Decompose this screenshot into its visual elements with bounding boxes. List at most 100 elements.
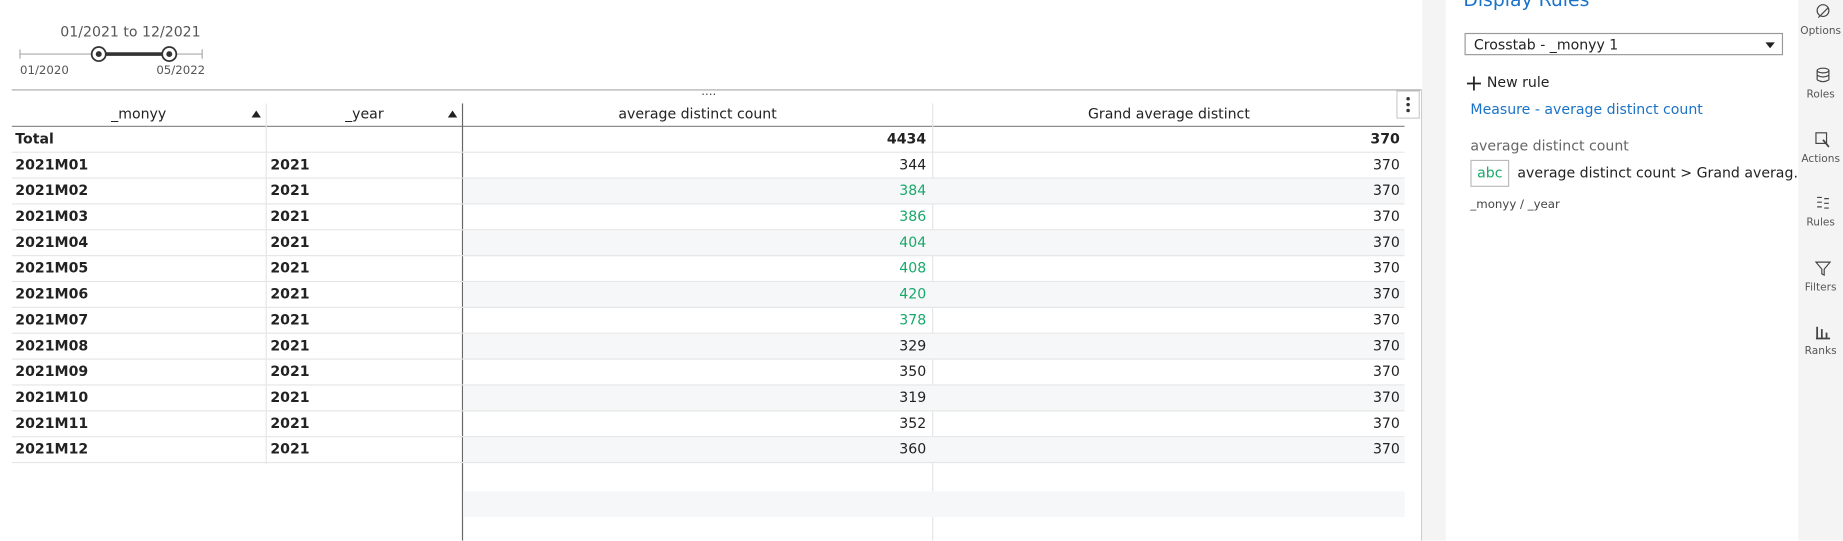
row-monyy: 2021M07 xyxy=(15,311,89,328)
table-right-border xyxy=(1421,89,1423,541)
sidebar-icon[interactable] xyxy=(1814,258,1832,276)
sidebar-icon[interactable] xyxy=(1815,66,1831,83)
row-shade xyxy=(463,282,1405,308)
row-grand: 370 xyxy=(1372,259,1400,277)
rule-scope: _monyy / _year xyxy=(1470,198,1560,212)
row-monyy: 2021M08 xyxy=(15,337,89,354)
sidebar-icon[interactable] xyxy=(1815,2,1831,19)
row-line xyxy=(11,203,1405,205)
row-grand: 370 xyxy=(1372,182,1400,199)
row-monyy: 2021M03 xyxy=(15,208,89,225)
sort-icon xyxy=(447,110,458,118)
dropdown-value: Crosstab - _monyy 1 xyxy=(1473,36,1619,53)
plus-icon xyxy=(1466,76,1481,91)
sidebar-icon[interactable] xyxy=(1815,194,1831,210)
row-line xyxy=(11,229,1405,231)
column-header[interactable]: _monyy xyxy=(111,105,167,123)
row-grand: 370 xyxy=(1372,233,1400,251)
row-monyy: 2021M04 xyxy=(15,233,89,251)
row-year: 2021 xyxy=(270,233,310,251)
column-header[interactable]: average distinct count xyxy=(618,105,777,123)
sidebar-label[interactable]: Rules xyxy=(1806,217,1835,230)
icon-glyph xyxy=(1816,68,1830,83)
frozen-divider xyxy=(461,103,464,541)
row-line xyxy=(11,306,1405,308)
sidebar-icon[interactable] xyxy=(1815,130,1831,148)
sidebar-label[interactable]: Filters xyxy=(1804,281,1837,294)
row-shade xyxy=(463,385,1405,412)
header-col-sep xyxy=(932,103,934,541)
icon-glyph xyxy=(1817,197,1829,209)
row-grand: 370 xyxy=(1372,440,1400,458)
rule-group: average distinct count xyxy=(1470,137,1629,154)
row-average: 386 xyxy=(899,208,927,225)
row-line xyxy=(11,332,1405,334)
row-shade xyxy=(463,333,1405,360)
row-year: 2021 xyxy=(270,389,310,406)
sidebar-label[interactable]: Roles xyxy=(1806,89,1835,102)
slider-max: 05/2022 xyxy=(156,64,206,78)
row-year: 2021 xyxy=(270,414,310,432)
row-monyy: 2021M09 xyxy=(15,363,89,380)
row-grand: 370 xyxy=(1372,208,1400,225)
row-average: 420 xyxy=(899,285,927,303)
table-top-border xyxy=(11,89,1422,91)
row-average: 344 xyxy=(899,156,927,173)
row-year: 2021 xyxy=(270,182,310,199)
row-monyy: 2021M01 xyxy=(15,156,89,173)
range-slider[interactable] xyxy=(12,42,224,66)
row-year: 2021 xyxy=(270,363,310,380)
row-line xyxy=(11,436,1405,438)
sidebar-label[interactable]: Options xyxy=(1800,25,1842,38)
row-monyy: 2021M05 xyxy=(15,259,89,277)
table-menu[interactable] xyxy=(1396,90,1420,119)
row-grand: 370 xyxy=(1372,337,1400,354)
row-year: 2021 xyxy=(270,285,310,303)
row-shade xyxy=(463,178,1405,205)
column-header[interactable]: _year xyxy=(345,105,384,123)
dropdown[interactable]: Crosstab - _monyy 1 xyxy=(1464,32,1784,56)
header-divider xyxy=(11,125,1405,127)
row-average: 408 xyxy=(899,259,927,277)
row-monyy: 2021M06 xyxy=(15,285,89,303)
row-line xyxy=(11,255,1405,257)
row-year: 2021 xyxy=(270,208,310,225)
range-label: 01/2021 to 12/2021 xyxy=(60,23,201,40)
icon-glyph xyxy=(1816,4,1830,19)
row-monyy: 2021M11 xyxy=(15,414,89,432)
new-rule-button[interactable]: New rule xyxy=(1486,74,1550,91)
column-header[interactable]: Grand average distinct xyxy=(1087,105,1250,123)
rule-text[interactable]: average distinct count > Grand averag… xyxy=(1517,164,1808,182)
row-average: 378 xyxy=(899,311,927,328)
total-average: 4434 xyxy=(886,130,927,147)
rule-sample: abc xyxy=(1470,159,1510,187)
sidebar-label[interactable]: Ranks xyxy=(1804,345,1837,358)
row-line xyxy=(11,151,1405,153)
overflow-handle[interactable]: .... xyxy=(701,85,717,99)
row-year: 2021 xyxy=(270,156,310,173)
row-line xyxy=(11,177,1405,179)
row-year: 2021 xyxy=(270,259,310,277)
sort-icon xyxy=(251,110,261,118)
row-year: 2021 xyxy=(270,440,310,458)
panel-gutter xyxy=(1422,0,1446,541)
sidebar xyxy=(1798,0,1843,541)
empty-row-shade xyxy=(463,491,1405,518)
row-line xyxy=(11,384,1405,386)
sidebar-icon[interactable] xyxy=(1815,322,1831,340)
row-monyy: 2021M10 xyxy=(15,389,89,406)
sidebar-label[interactable]: Actions xyxy=(1801,153,1840,166)
row-line xyxy=(11,280,1405,283)
row-grand: 370 xyxy=(1372,156,1400,173)
row-line xyxy=(11,358,1405,360)
row-shade xyxy=(463,437,1405,464)
row-monyy: 2021M12 xyxy=(15,440,89,458)
kebab-icon xyxy=(1406,96,1410,113)
row-average: 384 xyxy=(899,182,927,199)
measure-link[interactable]: Measure - average distinct count xyxy=(1470,101,1703,118)
row-average: 350 xyxy=(899,363,927,380)
row-grand: 370 xyxy=(1372,414,1400,432)
icon-glyph xyxy=(1815,326,1831,340)
header-col-sep xyxy=(265,103,267,465)
